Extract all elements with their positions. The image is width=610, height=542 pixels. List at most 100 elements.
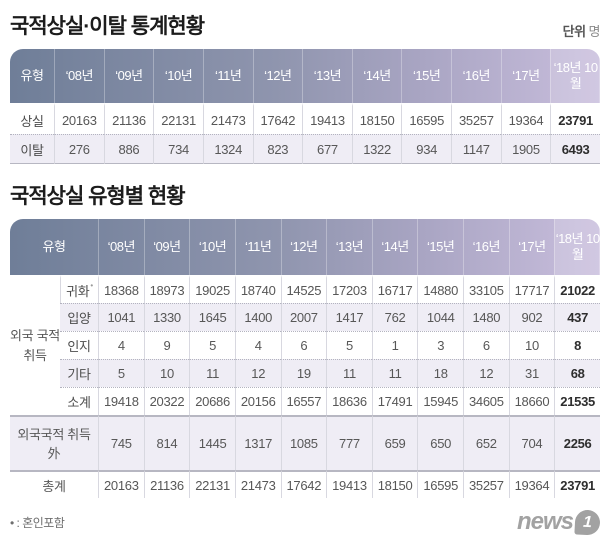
row-label: 외국국적 취득 外 [10,414,99,470]
data-cell: 16717 [371,274,418,303]
data-cell: 5 [98,358,144,387]
header-cell-year: ‘12년 [280,218,327,275]
data-cell: 734 [153,134,203,164]
header-cell-year: ‘17년 [500,49,551,103]
data-cell: 11 [371,358,418,387]
row-label: 총계 [10,469,99,498]
data-cell: 12 [234,358,281,387]
data-cell: 18636 [326,386,372,415]
data-cell: 1417 [326,302,372,331]
data-cell: 18150 [371,469,418,498]
data-cell: 1044 [417,302,464,331]
data-cell: 14880 [417,274,464,303]
data-cell: 437 [554,302,600,331]
data-cell: 1317 [234,414,281,470]
news1-logo: news 1 [516,508,601,536]
data-cell: 20686 [189,386,235,415]
section1-title: 국적상실·이탈 통계현황 [10,15,205,38]
header-cell-year: ‘09년 [143,218,190,275]
header-cell-year: ‘08년 [54,49,104,103]
data-cell: 21136 [143,469,190,498]
data-cell: 19413 [326,469,372,498]
data-cell: 1645 [189,302,235,331]
data-cell: 19418 [98,386,144,415]
data-cell: 652 [463,414,509,470]
header-cell-year: ‘18년 10월 [550,49,600,103]
data-cell: 18368 [98,274,144,303]
data-cell: 15945 [417,386,464,415]
data-cell: 21136 [103,103,154,134]
data-cell: 2007 [280,302,327,331]
footer: • : 혼인포함 news 1 [10,508,601,536]
data-cell: 16557 [280,386,327,415]
unit-prefix: 단위 [562,24,586,39]
data-cell: 19364 [508,469,555,498]
table2-loss-by-type: 유형 ‘08년 ‘09년 ‘10년 ‘11년 ‘12년 ‘13년 ‘14년 ‘15년 ‘16년 ‘1… [10,218,600,498]
data-cell: 21535 [554,386,600,415]
data-cell: 3 [417,330,464,359]
data-cell: 11 [326,358,372,387]
header-cell-year: ‘13년 [326,218,372,275]
row-label: 소계 [60,386,99,415]
data-cell: 745 [98,414,144,470]
data-cell: 10 [508,330,555,359]
table2-wrapper: 유형 ‘08년 ‘09년 ‘10년 ‘11년 ‘12년 ‘13년 ‘14년 ‘15년 ‘16년 ‘1… [10,218,600,498]
header-cell-year: ‘16년 [451,49,501,103]
news1-logo-text: news [516,508,574,535]
data-cell: 9 [143,330,190,359]
data-cell: 19364 [500,103,551,134]
data-cell: 18 [417,358,464,387]
data-cell: 34605 [463,386,509,415]
table1-loss-renunciation: 유형 ‘08년 ‘09년 ‘10년 ‘11년 ‘12년 ‘13년 ‘14년 ‘15년 ‘16년 ‘1… [10,49,600,164]
data-cell: 276 [54,134,104,164]
data-cell: 659 [371,414,418,470]
header-cell-year: ‘11년 [234,218,281,275]
header-cell-year: ‘12년 [252,49,303,103]
data-cell: 823 [252,134,303,164]
header-cell-year: ‘13년 [302,49,352,103]
data-cell: 35257 [463,469,509,498]
data-cell: 14525 [280,274,327,303]
data-cell: 5 [189,330,235,359]
data-cell: 6 [280,330,327,359]
data-cell: 11 [189,358,235,387]
data-cell: 4 [234,330,281,359]
header-cell-year: ‘10년 [153,49,203,103]
data-cell: 1147 [451,134,501,164]
section2-title: 국적상실 유형별 현황 [10,184,186,208]
data-cell: 21473 [234,469,281,498]
data-cell: 17491 [371,386,418,415]
data-cell: 21022 [554,274,600,303]
unit-label: 단위 명 [562,21,601,40]
data-cell: 704 [508,414,555,470]
data-cell: 31 [508,358,555,387]
news1-logo-badge-icon: 1 [574,508,601,536]
row-label: 인지 [60,330,99,359]
data-cell: 1330 [143,302,190,331]
data-cell: 18660 [508,386,555,415]
data-cell: 68 [554,358,600,387]
data-cell: 16595 [417,469,464,498]
data-cell: 1400 [234,302,281,331]
data-cell: 17717 [508,274,555,303]
data-cell: 4 [98,330,144,359]
data-cell: 777 [326,414,372,470]
data-cell: 12 [463,358,509,387]
header-cell-year: ‘15년 [417,218,463,275]
header-cell-year: ‘14년 [371,218,418,275]
data-cell: 8 [554,330,600,359]
data-cell: 20156 [234,386,281,415]
data-cell: 762 [371,302,418,331]
data-cell: 6 [463,330,509,359]
data-cell: 17642 [252,103,303,134]
data-cell: 20163 [98,469,144,498]
data-cell: 1480 [463,302,509,331]
data-cell: 1445 [189,414,235,470]
header-cell-year: ‘15년 [401,49,451,103]
data-cell: 19025 [189,274,235,303]
data-cell: 19 [280,358,327,387]
row-label: 입양 [60,302,99,331]
section2-title-row: 국적상실 유형별 현황 [10,180,600,210]
data-cell: 6493 [550,134,600,164]
